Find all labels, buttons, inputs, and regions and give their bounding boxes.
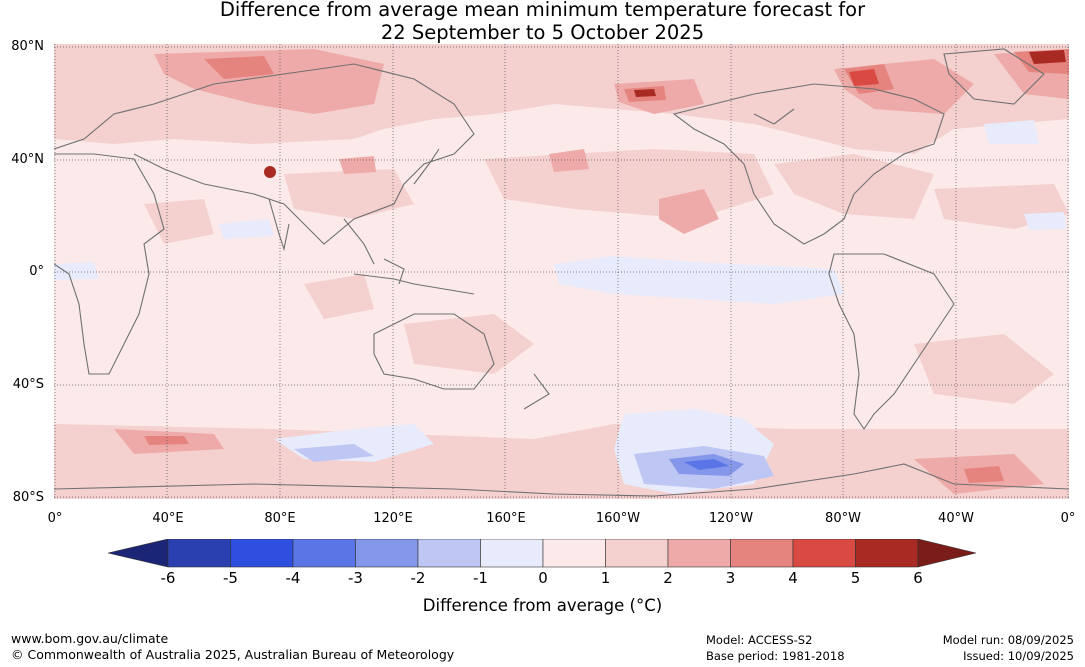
lon-label-120e: 120°E bbox=[373, 511, 413, 526]
footer-base-period: Base period: 1981-2018 bbox=[706, 649, 845, 663]
anomaly-minus-4-to-minus-3-regions bbox=[684, 459, 729, 470]
colorbar-under-arrow bbox=[108, 539, 169, 568]
lat-label-80n: 80°N bbox=[11, 39, 44, 54]
colorbar-cell bbox=[292, 539, 356, 568]
colorbar-cell bbox=[230, 539, 294, 568]
lat-label-40s: 40°S bbox=[12, 377, 44, 392]
colorbar-cell bbox=[542, 539, 606, 568]
lon-label-0: 0° bbox=[47, 511, 63, 526]
lon-label-40w: 40°W bbox=[938, 511, 974, 526]
lon-label-160w: 160°W bbox=[595, 511, 641, 526]
footer-issued: Issued: 10/09/2025 bbox=[963, 649, 1074, 663]
lon-label-40e: 40°E bbox=[152, 511, 184, 526]
lat-label-80s: 80°S bbox=[12, 490, 44, 505]
colorbar-tick-label: 4 bbox=[788, 569, 798, 587]
footer-url[interactable]: www.bom.gov.au/climate bbox=[11, 631, 169, 646]
footer-copyright: © Commonwealth of Australia 2025, Austra… bbox=[11, 647, 455, 662]
colorbar-tick-label: -4 bbox=[285, 569, 301, 587]
lon-label-120w: 120°W bbox=[708, 511, 754, 526]
colorbar-tick-label: 3 bbox=[725, 569, 736, 587]
map-title-line1: Difference from average mean minimum tem… bbox=[219, 0, 866, 21]
colorbar-tick-label: 6 bbox=[913, 569, 923, 587]
footer-model: Model: ACCESS-S2 bbox=[706, 633, 813, 647]
colorbar-title: Difference from average (°C) bbox=[422, 596, 663, 615]
lat-label-0: 0° bbox=[29, 264, 44, 279]
lon-label-0-east: 0° bbox=[1060, 511, 1076, 526]
colorbar-tick-label: 2 bbox=[663, 569, 673, 587]
colorbar-cells bbox=[167, 539, 919, 568]
colorbar-cell bbox=[792, 539, 856, 568]
colorbar-cell bbox=[355, 539, 419, 568]
colorbar bbox=[108, 539, 977, 568]
colorbar-cell bbox=[417, 539, 481, 568]
lat-label-40n: 40°N bbox=[11, 152, 44, 167]
colorbar-tick-label: 0 bbox=[538, 569, 548, 587]
map-title-line2: 22 September to 5 October 2025 bbox=[380, 21, 705, 44]
colorbar-cell bbox=[167, 539, 231, 568]
anomaly-4-to-6-regions bbox=[264, 50, 1066, 178]
map-gridlines bbox=[54, 44, 1069, 499]
colorbar-tick-label: -2 bbox=[410, 569, 426, 587]
colorbar-cell bbox=[667, 539, 731, 568]
colorbar-tick-label: -3 bbox=[348, 569, 363, 587]
coastlines bbox=[54, 48, 1069, 497]
lon-label-160e: 160°E bbox=[486, 511, 526, 526]
colorbar-cell bbox=[855, 539, 919, 568]
lon-label-80w: 80°W bbox=[825, 511, 861, 526]
colorbar-cell bbox=[480, 539, 544, 568]
colorbar-tick-label: -6 bbox=[160, 569, 176, 587]
footer-model-run: Model run: 08/09/2025 bbox=[942, 633, 1074, 647]
colorbar-tick-label: 5 bbox=[850, 569, 861, 587]
temperature-anomaly-map bbox=[54, 44, 1069, 499]
colorbar-tick-label: -1 bbox=[473, 569, 488, 587]
colorbar-tick-label: 1 bbox=[600, 569, 611, 587]
colorbar-over-arrow bbox=[917, 539, 977, 568]
lon-label-80e: 80°E bbox=[264, 511, 296, 526]
colorbar-cell bbox=[605, 539, 669, 568]
colorbar-tick-label: -5 bbox=[223, 569, 238, 587]
colorbar-cell bbox=[730, 539, 794, 568]
